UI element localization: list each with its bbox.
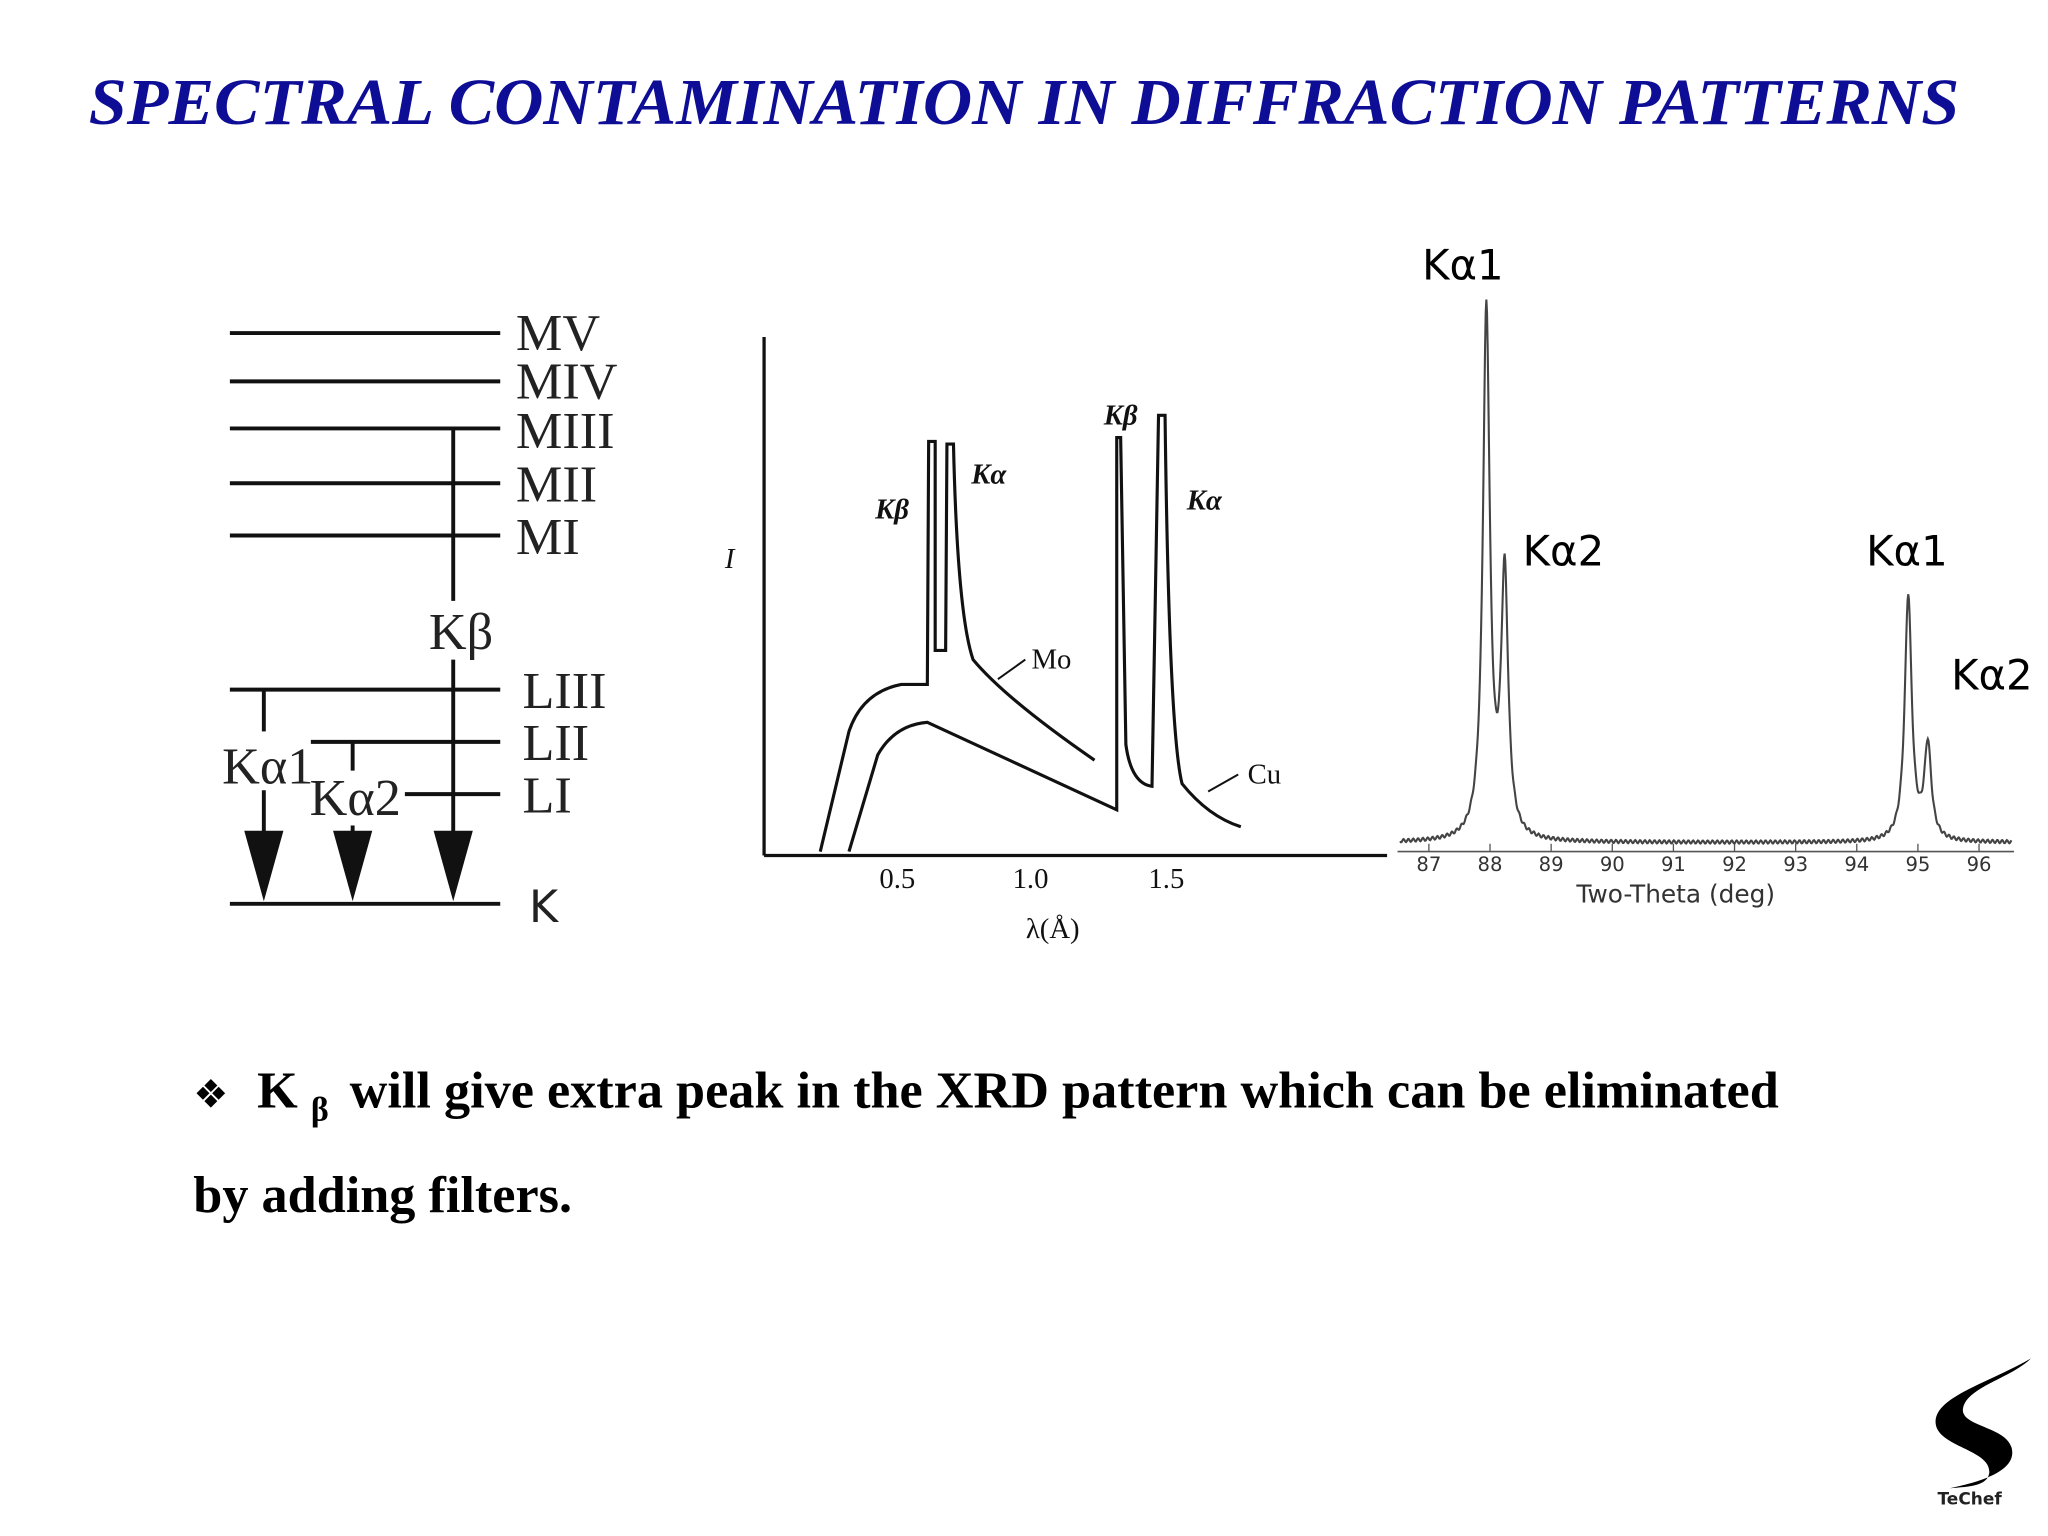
xrd-profile [1399, 299, 2013, 846]
tick-label: 91 [1661, 853, 1686, 876]
tick-label: 95 [1905, 853, 1930, 876]
level-label: LI [522, 766, 571, 824]
bullet: ❖ K β will give extra peak in the XRD pa… [193, 1062, 1778, 1224]
tick-label: 89 [1539, 853, 1564, 876]
arrow-head [333, 830, 373, 902]
peak-label: Kα2 [1951, 651, 2033, 700]
bullet-symbol: ❖ [193, 1073, 228, 1118]
peak-label: Kα1 [1422, 241, 1504, 290]
arrow-head [433, 830, 473, 902]
logo-name: TeChef [1937, 1490, 2002, 1510]
tick-label: 96 [1967, 853, 1992, 876]
tick-label: 94 [1844, 853, 1869, 876]
tick-label: 87 [1416, 853, 1441, 876]
peak-label: Kβ [874, 494, 909, 526]
title: SPECTRAL CONTAMINATION IN DIFFRACTION PA… [89, 67, 1959, 139]
bullet-line: by adding filters. [193, 1166, 572, 1224]
level-label: LIII [522, 662, 606, 720]
level-label: LII [522, 714, 589, 772]
bullet-subscript: β [311, 1092, 329, 1129]
transition-label: Kβ [429, 603, 493, 661]
tick-label: 90 [1600, 853, 1625, 876]
peak-label: Kα [1186, 484, 1223, 516]
level-label: MIV [516, 352, 618, 410]
level-label: MI [516, 508, 580, 566]
level-label: K [529, 882, 560, 933]
bullet-k: K [257, 1062, 298, 1120]
axis-label: Two-Theta (deg) [1575, 880, 1775, 909]
curve-label: Mo [1031, 644, 1071, 676]
logo: TeChef [1935, 1358, 2032, 1510]
spectrum-figure: I λ(Å) 0.5 1.0 1.5 Kβ Kα Kβ Kα Mo Cu [724, 336, 1388, 945]
peak-label: Kα1 [1866, 527, 1948, 576]
peak-label: Kα2 [1523, 527, 1605, 576]
axis-label: I [724, 543, 736, 575]
peak-label: Kα [970, 458, 1007, 490]
tick-label: 93 [1783, 853, 1808, 876]
content: SPECTRAL CONTAMINATION IN DIFFRACTION PA… [89, 67, 2033, 1510]
arrow-head [244, 830, 284, 902]
level-label: MV [516, 304, 600, 362]
tick-label: 88 [1478, 853, 1503, 876]
bullet-text: will give extra peak in the XRD pattern … [350, 1062, 1779, 1120]
tick-label: 92 [1722, 853, 1747, 876]
xrd-figure: Two-Theta (deg) Kα1 Kα2 Kα1 Kα2 87 88 89 90… [1397, 241, 2033, 909]
cu-curve [847, 413, 1242, 853]
transition-label: Kα1 [222, 738, 313, 796]
logo-mark [1935, 1358, 2032, 1489]
level-label: MII [516, 456, 597, 514]
curve-label: Cu [1248, 759, 1282, 791]
axis-label: λ(Å) [1026, 913, 1080, 945]
tick-label: 0.5 [879, 863, 915, 895]
tick-label: 1.5 [1148, 863, 1184, 895]
energy-diagram: MV MIV MIII MII MI LIII LII LI K Kβ Kα1 … [222, 304, 618, 933]
label-pointer [997, 658, 1026, 680]
label-pointer [1207, 773, 1239, 793]
level-label: MIII [516, 402, 615, 460]
mo-curve [818, 439, 1096, 852]
bullet-line: ❖ K β will give extra peak in the XRD pa… [193, 1062, 1778, 1133]
transition-label: Kα2 [310, 769, 401, 827]
tick-label: 1.0 [1013, 863, 1049, 895]
peak-label: Kβ [1103, 399, 1138, 431]
